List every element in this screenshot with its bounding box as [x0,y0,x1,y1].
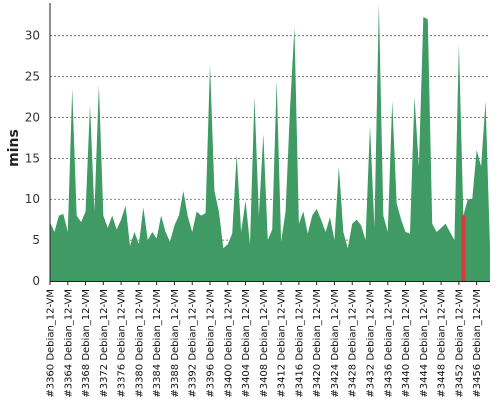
x-tick-label: #3436 Debian_12-VM [383,289,394,398]
x-tick-label: #3428 Debian_12-VM [348,289,359,398]
x-tick-label: #3452 Debian_12-VM [454,289,465,398]
x-tick-label: #3372 Debian_12-VM [99,289,110,398]
x-tick-label: #3448 Debian_12-VM [437,289,448,398]
x-tick-label: #3392 Debian_12-VM [188,289,199,398]
area-series [50,3,490,281]
x-tick-label: #3416 Debian_12-VM [294,289,305,398]
y-axis-label: mins [6,129,22,167]
x-tick-label: #3388 Debian_12-VM [170,289,181,398]
x-tick-label: #3408 Debian_12-VM [259,289,270,398]
y-tick-label: 5 [32,233,40,247]
x-tick-label: #3396 Debian_12-VM [206,289,217,398]
y-tick-label: 0 [32,274,40,288]
y-tick-label: 10 [25,192,40,206]
highlighted-build-marker [461,215,466,281]
x-tick-label: #3440 Debian_12-VM [401,289,412,398]
x-tick-label: #3368 Debian_12-VM [81,289,92,398]
y-tick-label: 15 [25,151,40,165]
x-tick-label: #3456 Debian_12-VM [472,289,483,398]
x-tick-label: #3420 Debian_12-VM [312,289,323,398]
x-tick-label: #3384 Debian_12-VM [152,289,163,398]
x-tick-label: #3444 Debian_12-VM [419,289,430,398]
y-tick-label: 20 [25,110,40,124]
x-tick-labels: #3360 Debian_12-VM #3364 Debian_12-VM #336… [46,289,484,398]
area-series-fill [50,3,490,281]
x-tick-label: #3380 Debian_12-VM [134,289,145,398]
x-tick-label: #3364 Debian_12-VM [63,289,74,398]
x-tick-label: #3424 Debian_12-VM [330,289,341,398]
x-tick-label: #3400 Debian_12-VM [223,289,234,398]
x-tick-label: #3376 Debian_12-VM [117,289,128,398]
x-tick-label: #3412 Debian_12-VM [277,289,288,398]
x-tick-label: #3360 Debian_12-VM [46,289,57,398]
y-tick-label: 30 [25,29,40,43]
axes [49,3,490,285]
x-tick-label: #3432 Debian_12-VM [366,289,377,398]
x-tick-label: #3404 Debian_12-VM [241,289,252,398]
y-tick-labels: 0 5 10 15 20 25 30 [25,29,40,288]
y-tick-label: 25 [25,70,40,84]
